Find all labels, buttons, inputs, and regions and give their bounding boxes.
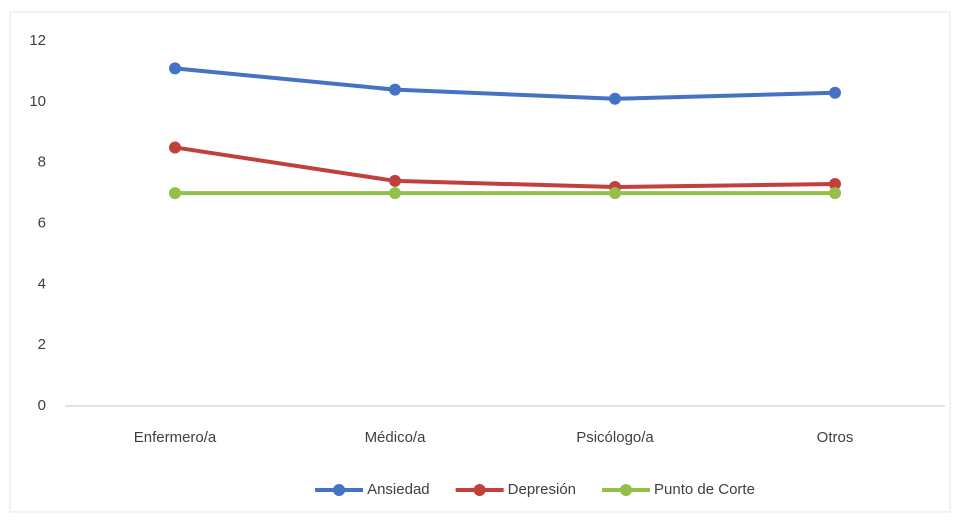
data-point <box>829 86 841 99</box>
legend-label: Depresión <box>508 481 576 498</box>
data-point <box>829 187 841 200</box>
data-point <box>169 62 181 75</box>
y-tick-label: 6 <box>38 214 46 231</box>
series-line <box>174 66 836 101</box>
y-tick-label: 2 <box>38 336 46 353</box>
x-tick-label: Otros <box>817 429 854 446</box>
data-point <box>609 92 621 105</box>
x-tick-label: Psicólogo/a <box>576 429 654 446</box>
data-point <box>389 187 401 200</box>
legend-label: Punto de Corte <box>654 481 755 498</box>
x-tick-label: Médico/a <box>365 429 427 446</box>
y-tick-label: 0 <box>38 397 46 414</box>
data-point <box>169 141 181 154</box>
x-tick-label: Enfermero/a <box>134 429 217 446</box>
chart-border <box>9 11 951 513</box>
data-point <box>389 83 401 96</box>
legend-marker <box>620 484 633 496</box>
legend-marker <box>333 484 346 496</box>
data-point <box>389 174 401 187</box>
y-tick-label: 4 <box>38 275 46 292</box>
y-tick-label: 8 <box>38 154 46 171</box>
series-line <box>174 145 836 189</box>
data-point <box>169 187 181 200</box>
y-tick-label: 12 <box>29 32 46 49</box>
data-point <box>829 177 841 190</box>
legend-marker <box>473 484 486 496</box>
legend-label: Ansiedad <box>367 481 430 498</box>
data-point <box>609 187 621 200</box>
y-tick-label: 10 <box>29 93 46 110</box>
